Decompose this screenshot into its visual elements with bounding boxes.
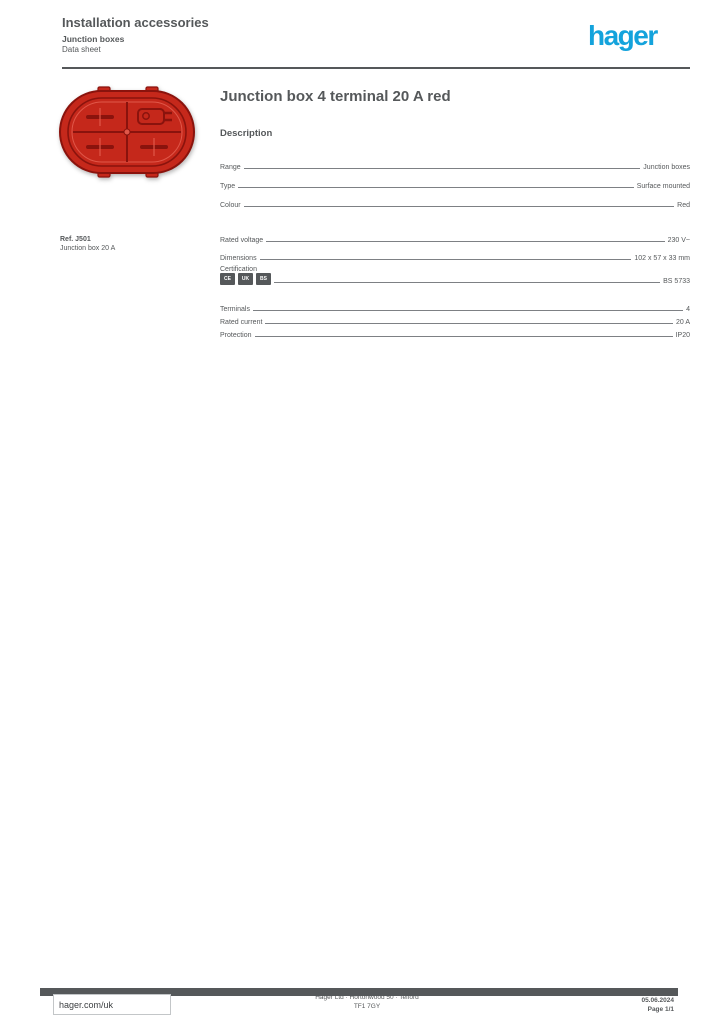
- footer-meta: 05.06.2024 Page 1/1: [600, 997, 674, 1015]
- spec-value: 4: [686, 306, 690, 313]
- spec-value: 20 A: [675, 319, 690, 326]
- footer-band: [40, 988, 678, 996]
- footer-page-number: Page 1/1: [647, 1005, 674, 1013]
- spec-row: Type Surface mounted: [220, 171, 690, 190]
- footer-address-line1: Hager Ltd · Hortonwood 50 · Telford: [315, 994, 419, 1001]
- leader-line: [266, 240, 665, 242]
- leader-line: [265, 322, 673, 324]
- spec-row: Dimensions 102 x 57 x 33 mm: [220, 244, 690, 262]
- leader-line: [243, 205, 675, 207]
- leader-line: [243, 167, 641, 169]
- spec-label: Protection: [220, 332, 252, 339]
- spec-row: Protection IP20: [220, 326, 690, 339]
- spec-row: Range Junction boxes: [220, 152, 690, 171]
- spec-label: Dimensions: [220, 255, 257, 262]
- spec-label: Certification: [220, 266, 257, 273]
- spec-row: Rated voltage 230 V~: [220, 226, 690, 244]
- spec-label: Range: [220, 164, 241, 171]
- product-reference-sub: Junction box 20 A: [60, 244, 116, 252]
- ce-mark-icon: CE: [220, 273, 235, 285]
- spec-row: Rated current 20 A: [220, 313, 690, 326]
- bs-mark-icon: BS: [256, 273, 271, 285]
- header-divider: [62, 67, 690, 69]
- spec-group-general: Range Junction boxes Type Surface mounte…: [220, 152, 690, 209]
- spec-label: Colour: [220, 202, 241, 209]
- spec-value: 230 V~: [667, 237, 690, 244]
- spec-value: Junction boxes: [643, 164, 690, 171]
- header-category-title: Installation accessories: [62, 15, 209, 30]
- spec-row-certification: Certification CE UK BS BS 5733: [220, 266, 690, 285]
- spec-label: Type: [220, 183, 236, 190]
- header-category-block: Installation accessories Junction boxes …: [62, 15, 209, 54]
- leader-line: [238, 186, 634, 188]
- header-category-sub: Junction boxes: [62, 33, 125, 44]
- spec-value: IP20: [675, 332, 690, 339]
- product-reference: Ref. J501: [60, 236, 91, 243]
- leader-line: [254, 335, 673, 337]
- section-label: Description: [220, 128, 273, 139]
- spec-label: Rated current: [220, 319, 263, 326]
- footer-website-link[interactable]: hager.com/uk: [53, 994, 171, 1015]
- spec-value: BS 5733: [663, 278, 690, 285]
- spec-label: Terminals: [220, 306, 250, 313]
- spec-value: 102 x 57 x 33 mm: [634, 255, 690, 262]
- product-title: Junction box 4 terminal 20 A red: [220, 88, 451, 105]
- header-doc-type: Data sheet: [62, 44, 101, 54]
- footer-address-line2: TF1 7GY: [353, 1002, 381, 1010]
- spec-row: Colour Red: [220, 190, 690, 209]
- spec-value: Surface mounted: [636, 183, 690, 190]
- spec-row: Terminals 4: [220, 300, 690, 313]
- junction-box-illustration: [59, 86, 195, 178]
- spec-value: Red: [677, 202, 690, 209]
- spec-label: Rated voltage: [220, 237, 264, 244]
- spec-group-ratings: Terminals 4 Rated current 20 A Protectio…: [220, 300, 690, 339]
- leader-line: [259, 258, 632, 260]
- footer-address: Hager Ltd · Hortonwood 50 · Telford TF1 …: [262, 994, 472, 1012]
- leader-line: [274, 281, 661, 283]
- certification-marks: CE UK BS: [220, 273, 271, 285]
- spec-group-electrical: Rated voltage 230 V~ Dimensions 102 x 57…: [220, 226, 690, 285]
- leader-line: [252, 309, 684, 311]
- footer-date: 05.06.2024: [641, 997, 674, 1004]
- ukca-mark-icon: UK: [238, 273, 253, 285]
- reference-block: Ref. J501 Junction box 20 A: [60, 236, 115, 254]
- hager-logo: hager: [588, 20, 658, 51]
- product-image: [58, 86, 196, 178]
